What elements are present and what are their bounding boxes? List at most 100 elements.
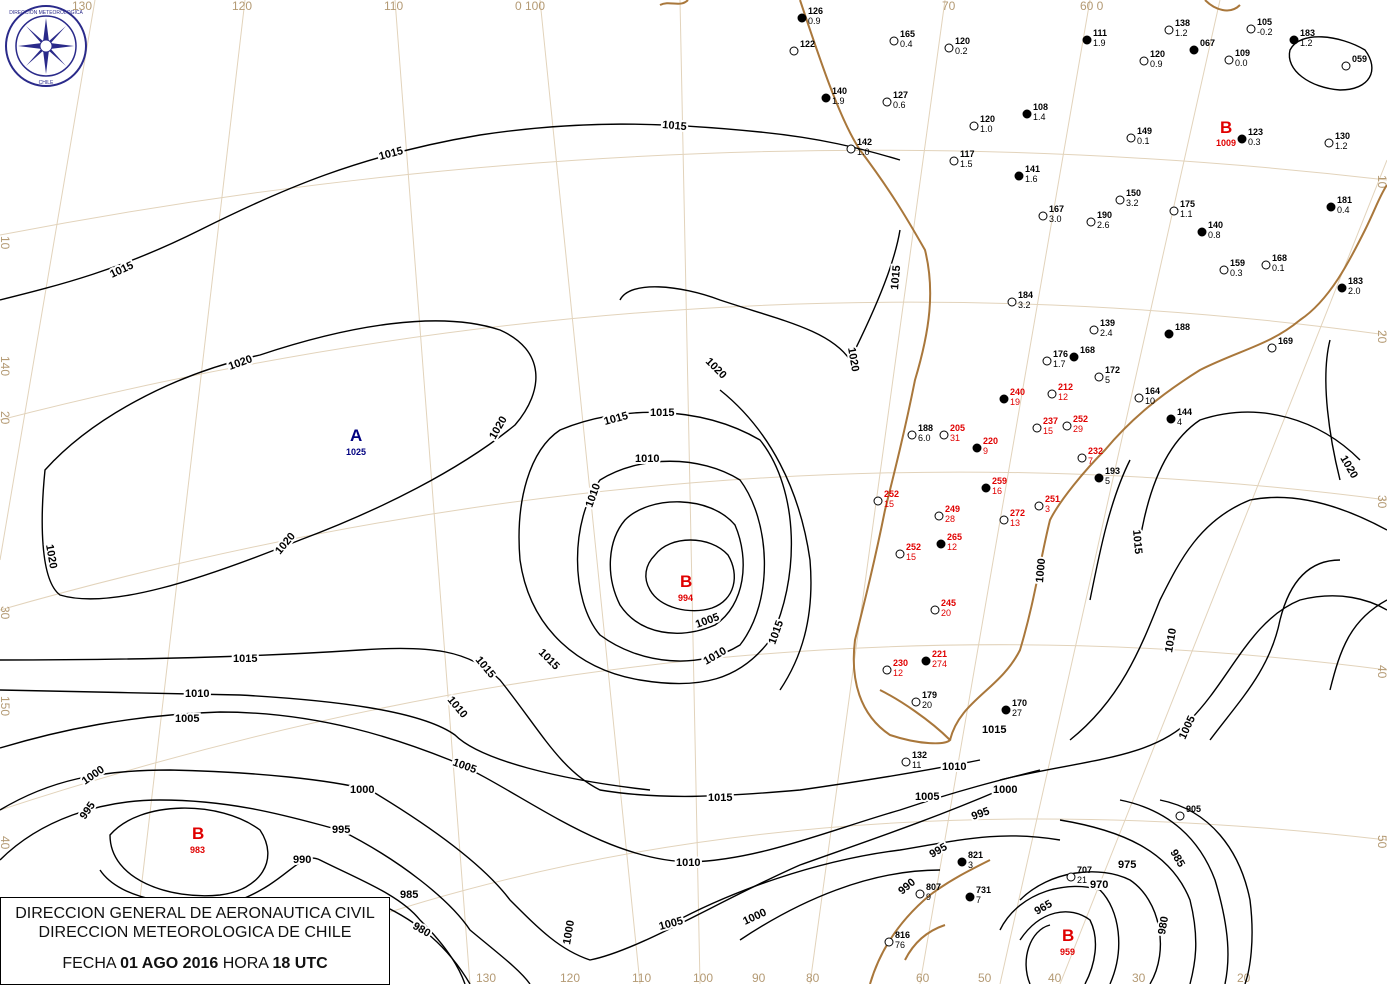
station-pressure: 141 bbox=[1025, 164, 1040, 174]
station-pressure: 059 bbox=[1352, 54, 1367, 64]
station-circle-icon bbox=[873, 496, 883, 506]
low-pressure-center: B bbox=[1220, 118, 1232, 137]
station-circle-icon bbox=[882, 97, 892, 107]
grid-label: 30 bbox=[1132, 971, 1146, 984]
station-tendency: 0.3 bbox=[1248, 137, 1261, 147]
station-circle-icon bbox=[895, 549, 905, 559]
grid-label: 40 bbox=[1375, 665, 1387, 679]
station-pressure: 142 bbox=[857, 137, 872, 147]
station-circle-icon bbox=[915, 889, 925, 899]
grid-label: 120 bbox=[232, 0, 252, 13]
grid-label: 60 bbox=[916, 971, 930, 984]
isobars bbox=[0, 36, 1387, 984]
station-tendency: 1.9 bbox=[1093, 38, 1106, 48]
station-circle-icon bbox=[999, 394, 1009, 404]
station-pressure: 731 bbox=[976, 885, 991, 895]
station-pressure: 132 bbox=[912, 750, 927, 760]
grid-label: 100 bbox=[693, 971, 713, 984]
isobar-label: 990 bbox=[896, 876, 918, 897]
isobar-label: 995 bbox=[970, 805, 991, 823]
station-tendency: 9 bbox=[983, 446, 988, 456]
station-pressure: 212 bbox=[1058, 382, 1073, 392]
isobar-label: 1010 bbox=[185, 688, 209, 700]
station-tendency: 1.0 bbox=[980, 124, 993, 134]
grid-label: 60 0 bbox=[1080, 0, 1104, 13]
station-pressure: 183 bbox=[1300, 28, 1315, 38]
grid-label: 30 bbox=[1375, 495, 1387, 509]
station-tendency: 16 bbox=[992, 486, 1002, 496]
station-tendency: 0.4 bbox=[900, 39, 913, 49]
grid-label: 10 bbox=[0, 236, 12, 250]
isobar-label: 1015 bbox=[108, 259, 135, 280]
station-circle-icon bbox=[1134, 393, 1144, 403]
pressure-centers: A 1025 B 994 B 983 B 959 B 1009 bbox=[190, 118, 1236, 957]
station-tendency: 3 bbox=[968, 860, 973, 870]
station-circle-icon bbox=[1341, 61, 1351, 71]
station-tendency: 1.5 bbox=[960, 159, 973, 169]
station-pressure: 221 bbox=[932, 649, 947, 659]
station-tendency: 11 bbox=[912, 760, 921, 770]
isobar-label: 985 bbox=[400, 889, 418, 901]
isobar-label: 1015 bbox=[233, 653, 257, 665]
station-circle-icon bbox=[1086, 217, 1096, 227]
station-pressure: 807 bbox=[926, 882, 941, 892]
isobar-label: 1005 bbox=[451, 757, 478, 777]
station-tendency: 0.8 bbox=[1208, 230, 1221, 240]
station-circle-icon bbox=[969, 121, 979, 131]
grid-label: 50 bbox=[978, 971, 992, 984]
isobar-label: 1015 bbox=[603, 410, 630, 428]
station-tendency: 1.6 bbox=[1025, 174, 1038, 184]
station-tendency: 5 bbox=[1105, 375, 1110, 385]
station-tendency: 3.2 bbox=[1018, 300, 1031, 310]
high-pressure-center: A bbox=[350, 426, 362, 445]
station-pressure: 188 bbox=[1175, 322, 1190, 332]
station-tendency: 7 bbox=[1088, 456, 1093, 466]
station-pressure: 140 bbox=[1208, 220, 1223, 230]
station-circle-icon bbox=[1126, 133, 1136, 143]
isobar-label: 1010 bbox=[942, 761, 966, 773]
low-pressure-center: B bbox=[1062, 926, 1074, 945]
isobar-label: 995 bbox=[928, 841, 950, 861]
station-pressure: 251 bbox=[1045, 494, 1060, 504]
station-pressure: 140 bbox=[832, 86, 847, 96]
station-pressure: 164 bbox=[1145, 386, 1160, 396]
station-pressure: 167 bbox=[1049, 204, 1064, 214]
isobar-label: 1005 bbox=[1177, 714, 1198, 741]
station-tendency: 20 bbox=[941, 608, 951, 618]
grid-label: 90 bbox=[752, 971, 766, 984]
isobar-label: 980 bbox=[411, 920, 433, 940]
station-plot: 188 bbox=[1164, 322, 1190, 339]
station-pressure: 252 bbox=[906, 542, 921, 552]
station-pressure: 259 bbox=[992, 476, 1007, 486]
isobar-label: 975 bbox=[1118, 859, 1136, 871]
station-tendency: 28 bbox=[945, 514, 955, 524]
high-pressure-value: 1025 bbox=[346, 447, 366, 457]
station-tendency: 12 bbox=[893, 668, 903, 678]
isobar-label: 1020 bbox=[273, 530, 298, 556]
station-circle-icon bbox=[901, 757, 911, 767]
station-tendency: -0.2 bbox=[1257, 27, 1273, 37]
